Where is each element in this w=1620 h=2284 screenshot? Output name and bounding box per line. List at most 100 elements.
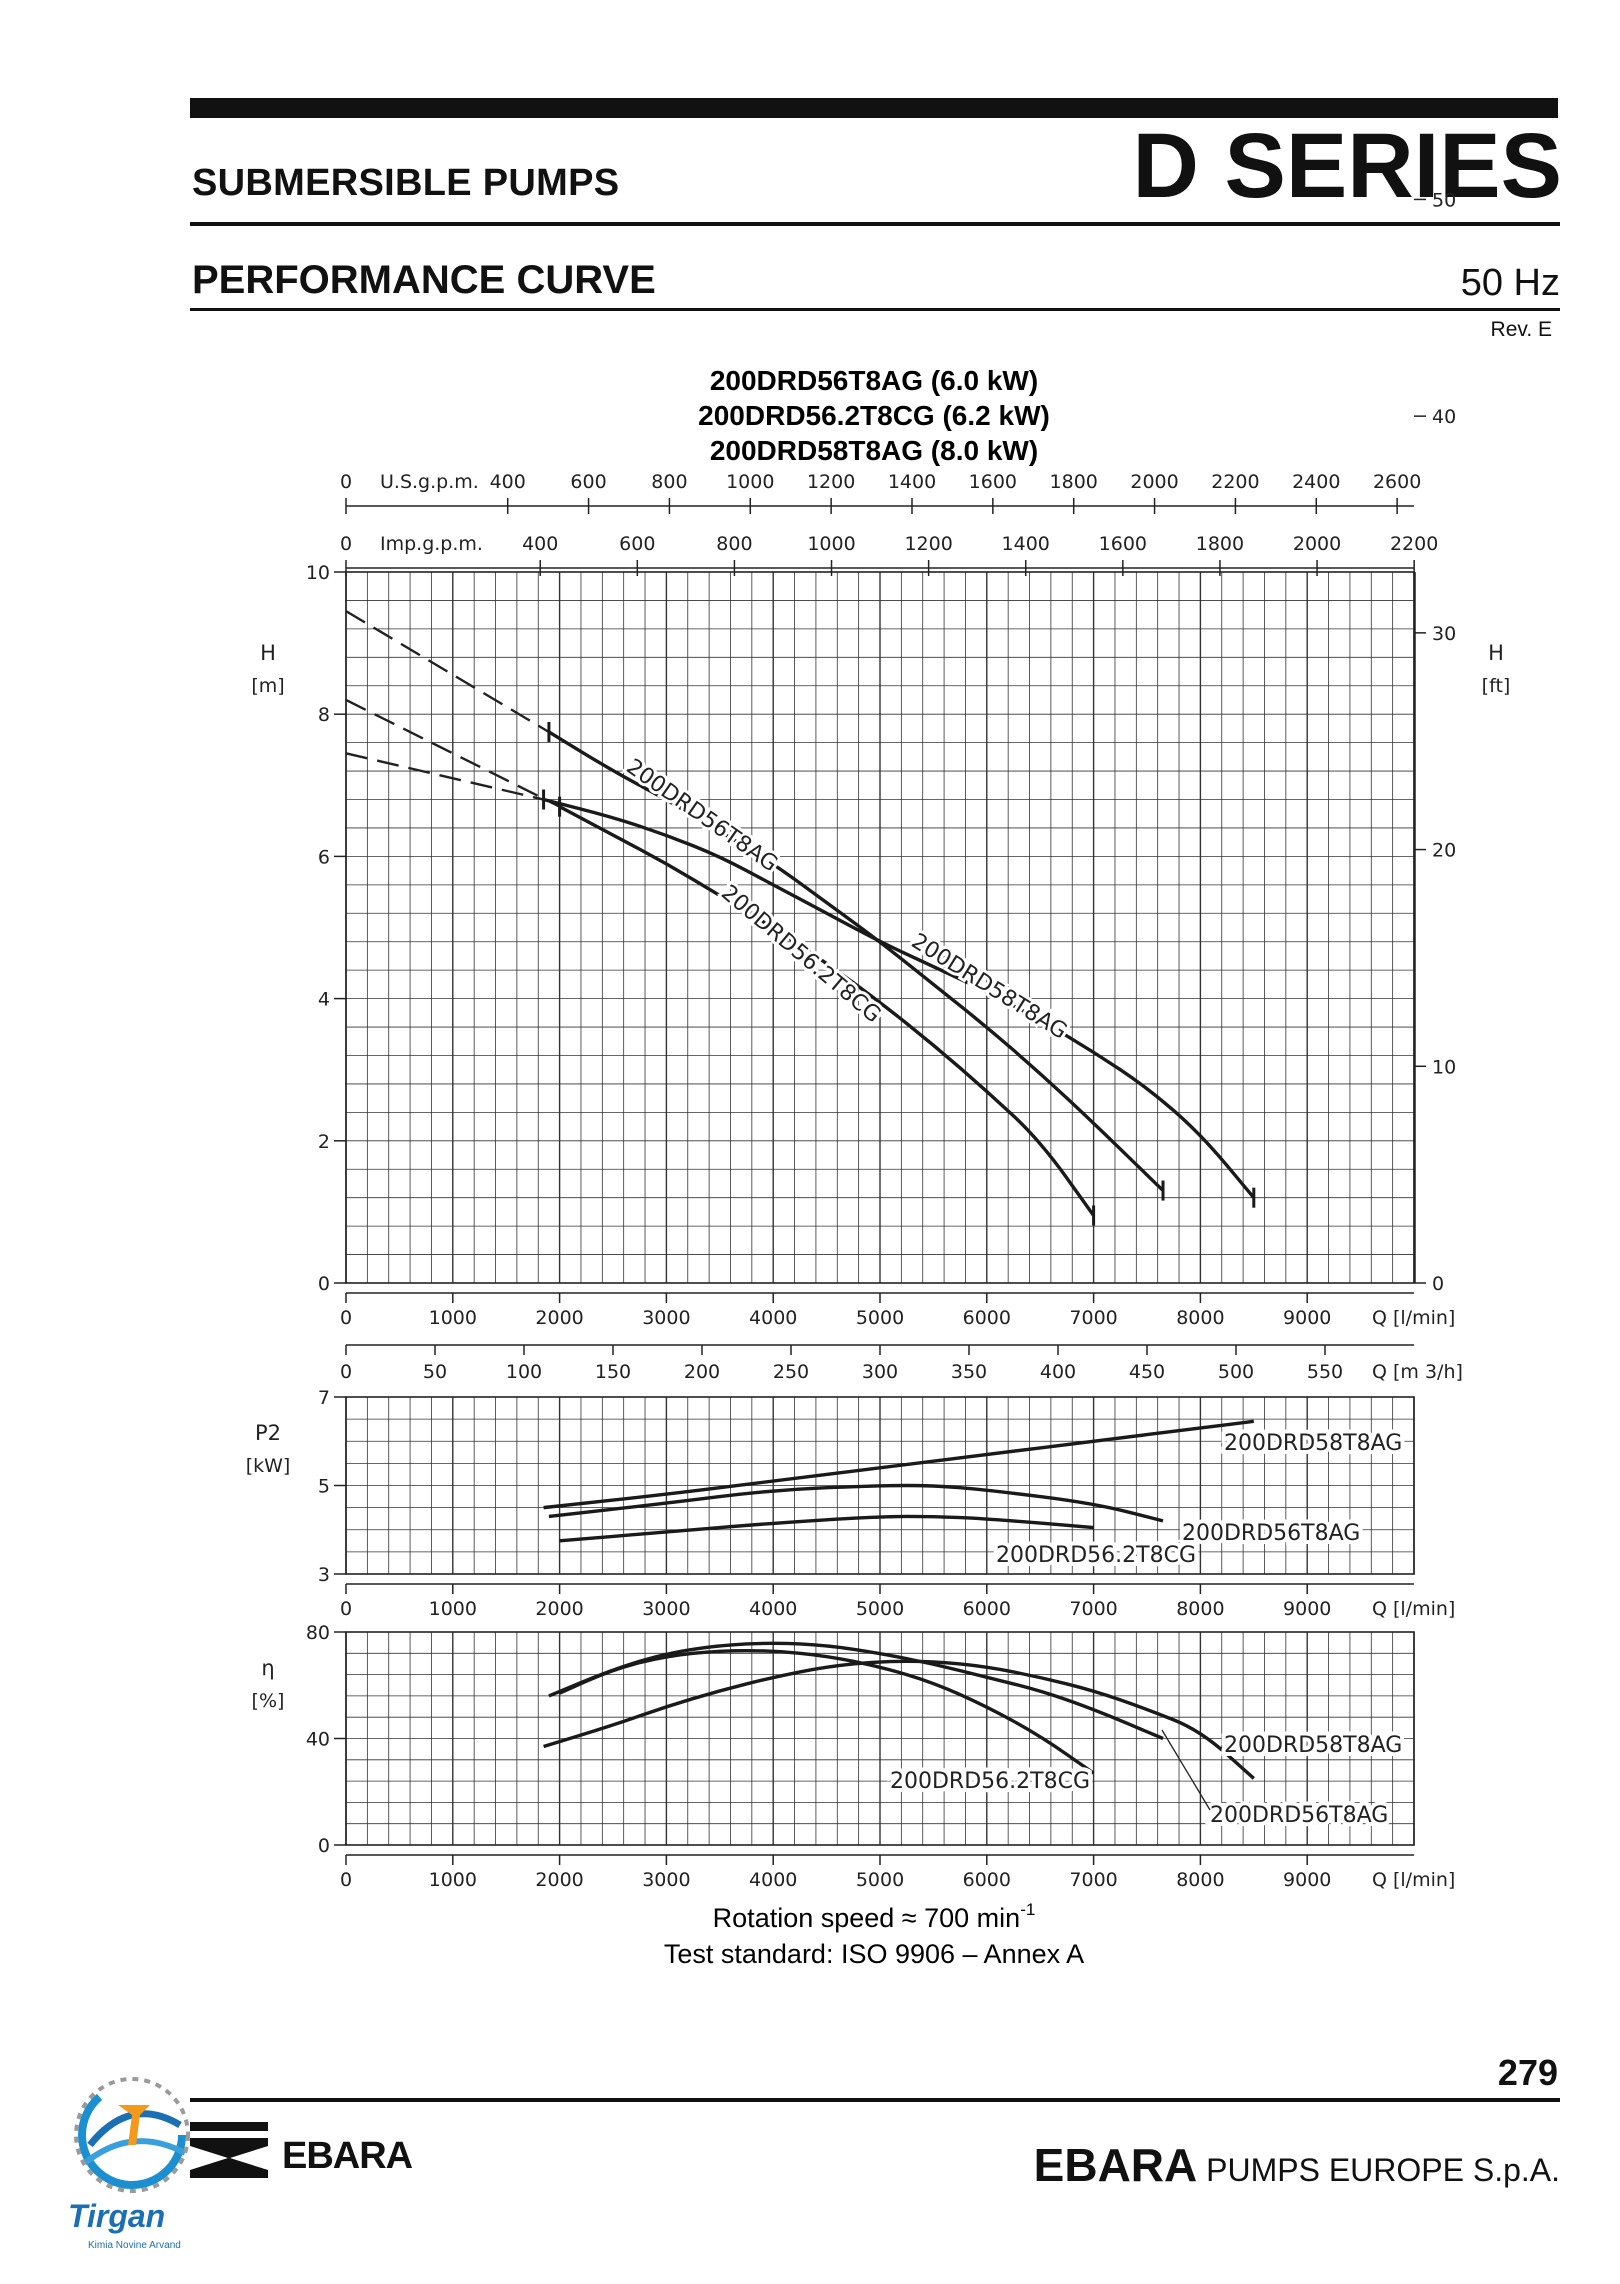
series-line xyxy=(543,797,1256,1199)
curve-label: 200DRD56.2T8CG xyxy=(890,1769,1090,1794)
x-tick-label: 6000 xyxy=(963,1598,1011,1620)
x-tick-label: 4000 xyxy=(749,1598,797,1620)
section-title: PERFORMANCE CURVE xyxy=(192,258,656,302)
top-thick-bar xyxy=(190,98,1558,118)
y-right-axis-label: H xyxy=(1488,641,1504,665)
x-tick-label: 5000 xyxy=(856,1598,904,1620)
y-right-axis-unit: [ft] xyxy=(1482,675,1511,697)
x-tick-label: 6000 xyxy=(963,1869,1011,1891)
imp-gpm-axis-tick-label: 2200 xyxy=(1390,533,1438,555)
series-200DRD58T8AG xyxy=(345,752,1256,1208)
y-right-tick-label: 30 xyxy=(1432,623,1456,645)
y-tick-label: 8 xyxy=(318,704,330,726)
us-gpm-axis-tick-label: 800 xyxy=(651,471,687,493)
y-tick-label: 10 xyxy=(306,562,330,584)
y-right-tick-label: 10 xyxy=(1432,1056,1456,1078)
us-gpm-axis-tick-label: 1800 xyxy=(1050,471,1098,493)
us-gpm-axis-tick-label: 400 xyxy=(490,471,526,493)
page-number: 279 xyxy=(1497,2052,1558,2093)
x-axis-label: Q [l/min] xyxy=(1372,1598,1455,1620)
x-tick-label: 1000 xyxy=(429,1869,477,1891)
model-title-2: 200DRD56.2T8CG (6.2 kW) xyxy=(698,400,1050,431)
m3h-tick-label: 400 xyxy=(1040,1361,1076,1383)
series-dashed-line xyxy=(345,698,561,808)
series-line xyxy=(543,1419,1255,1510)
x-tick-label: 0 xyxy=(340,1307,352,1329)
model-title-3: 200DRD58T8AG (8.0 kW) xyxy=(710,435,1038,466)
m3h-axis-label: Q [m 3/h] xyxy=(1372,1361,1463,1383)
us-gpm-axis-tick-label: 1000 xyxy=(726,471,774,493)
x-tick-label: 3000 xyxy=(642,1869,690,1891)
header-divider xyxy=(190,222,1560,226)
model-title-1: 200DRD56T8AG (6.0 kW) xyxy=(710,365,1038,396)
y-right-tick-label: 40 xyxy=(1432,406,1456,428)
series-line xyxy=(543,1659,1255,1780)
m3h-tick-label: 200 xyxy=(684,1361,720,1383)
x-tick-label: 8000 xyxy=(1176,1598,1224,1620)
y-tick-label: 40 xyxy=(306,1729,330,1751)
frequency-label: 50 Hz xyxy=(1460,262,1560,304)
y-axis-label: η xyxy=(261,1656,274,1680)
y-tick-label: 7 xyxy=(318,1387,330,1409)
category-title: SUBMERSIBLE PUMPS xyxy=(192,162,620,204)
imp-gpm-axis-tick-label: 600 xyxy=(619,533,655,555)
us-gpm-axis-tick-label: 1400 xyxy=(888,471,936,493)
y-axis-unit: [kW] xyxy=(246,1455,291,1477)
series-line xyxy=(559,1514,1094,1543)
tirgan-subtitle: Kimia Novine Arvand xyxy=(88,2240,181,2251)
rotation-speed-text: Rotation speed ≈ 700 min-1 xyxy=(713,1900,1036,1933)
series-dashed-line xyxy=(345,752,544,801)
imp-gpm-axis-label: Imp.g.p.m. xyxy=(380,533,483,555)
performance-charts: 200DRD56T8AG (6.0 kW) 200DRD56.2T8CG (6.… xyxy=(246,189,1511,1969)
x-tick-label: 7000 xyxy=(1069,1307,1117,1329)
us-gpm-axis-tick-label: 1200 xyxy=(807,471,855,493)
series-200DRD58T8AG xyxy=(543,1419,1255,1510)
power-chart: 3 5 7 0 1000 2000 3000 4000 5000 6000 7000 8000 9000… xyxy=(246,1387,1456,1620)
curve-label: 200DRD56T8AG xyxy=(622,754,782,877)
series-line xyxy=(548,1483,1164,1523)
series-title: D SERIES xyxy=(1132,115,1562,217)
leader-line xyxy=(1161,1729,1211,1811)
series-200DRD56T8AG xyxy=(548,1641,1164,1741)
head-grid xyxy=(345,571,1415,1284)
y-tick-label: 80 xyxy=(306,1622,330,1644)
x-tick-label: 1000 xyxy=(429,1598,477,1620)
m3h-tick-label: 250 xyxy=(773,1361,809,1383)
y-tick-label: 6 xyxy=(318,846,330,868)
m3h-tick-label: 350 xyxy=(951,1361,987,1383)
us-gpm-axis-tick-label: 0 xyxy=(340,471,352,493)
x-tick-label: 0 xyxy=(340,1598,352,1620)
rotation-note: Rotation speed ≈ 700 min-1 Test standard… xyxy=(664,1900,1084,1969)
y-right-tick-label: 20 xyxy=(1432,840,1456,862)
m3h-tick-label: 50 xyxy=(423,1361,447,1383)
x-tick-label: 5000 xyxy=(856,1869,904,1891)
y-axis-unit: [m] xyxy=(251,675,284,697)
imp-gpm-axis-tick-label: 1800 xyxy=(1196,533,1244,555)
model-titles: 200DRD56T8AG (6.0 kW) 200DRD56.2T8CG (6.… xyxy=(698,365,1050,466)
series-200DRD58T8AG xyxy=(543,1659,1255,1780)
m3h-tick-label: 0 xyxy=(340,1361,352,1383)
us-gpm-axis-tick-label: 2000 xyxy=(1130,471,1178,493)
x-axis-label: Q [l/min] xyxy=(1372,1307,1455,1329)
ebara-logo: EBARA xyxy=(190,2122,414,2178)
m3h-tick-label: 300 xyxy=(862,1361,898,1383)
x-tick-label: 9000 xyxy=(1283,1869,1331,1891)
curve-label: 200DRD56T8AG xyxy=(1182,1521,1360,1546)
us-gpm-axis-label: U.S.g.p.m. xyxy=(380,471,479,493)
test-standard-text: Test standard: ISO 9906 – Annex A xyxy=(664,1939,1084,1969)
m3h-tick-label: 500 xyxy=(1218,1361,1254,1383)
series-dashed-line xyxy=(345,610,550,734)
us-gpm-axis-tick-label: 2200 xyxy=(1211,471,1259,493)
us-gpm-axis-tick-label: 1600 xyxy=(969,471,1017,493)
company-name: EBARA PUMPS EUROPE S.p.A. xyxy=(1034,2138,1560,2192)
y-axis-label: P2 xyxy=(255,1421,281,1445)
x-tick-label: 1000 xyxy=(429,1307,477,1329)
series-200DRD56.2T8CG xyxy=(559,1514,1094,1543)
head-frame xyxy=(345,571,1415,1284)
curve-label: 200DRD56.2T8CG xyxy=(716,880,885,1028)
imp-gpm-axis-tick-label: 800 xyxy=(716,533,752,555)
y-tick-label: 3 xyxy=(318,1564,330,1586)
x-tick-label: 4000 xyxy=(749,1307,797,1329)
x-tick-label: 7000 xyxy=(1069,1869,1117,1891)
series-200DRD56T8AG xyxy=(548,1483,1164,1523)
